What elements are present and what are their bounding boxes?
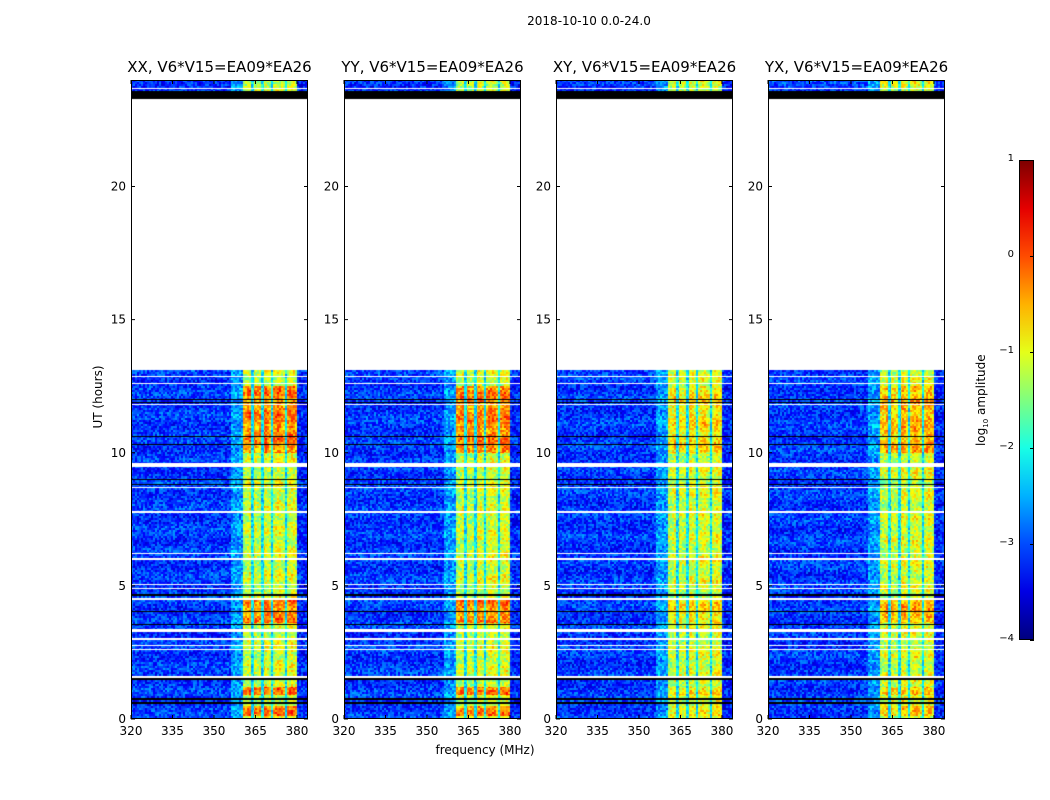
x-tick-label: 380 [922,724,945,738]
y-tick-label: 10 [536,446,551,460]
heatmap-canvas [768,80,945,719]
x-tick-label: 350 [416,724,439,738]
colorbar-tick-label: −1 [999,345,1014,356]
colorbar-tick-label: −4 [999,633,1014,644]
axes-frame [768,80,945,719]
x-tick-label: 365 [881,724,904,738]
axes: 320 335 350 365 380 0 5 10 15 20 [111,80,308,738]
y-tick-label: 20 [324,180,339,194]
x-tick-label: 320 [545,724,568,738]
axes: 320 335 350 365 380 0 5 10 15 20 [536,80,733,738]
x-tick-label: 335 [161,724,184,738]
x-tick-label: 335 [374,724,397,738]
colorbar-tick-label: 1 [1007,153,1014,164]
colorbar-tick-label: 0 [1007,249,1014,260]
y-tick-label: 15 [111,313,126,327]
panel-title: YX, V6*V15=EA09*EA26 [764,58,949,76]
y-tick-label: 0 [331,712,339,726]
x-tick-label: 335 [586,724,609,738]
x-tick-label: 380 [285,724,308,738]
heatmap-panel: 320 335 350 365 380 0 5 10 15 20 [111,80,308,738]
x-tick-label: 320 [120,724,143,738]
colorbar-tick-mark [1030,256,1034,257]
heatmap-canvas [344,80,521,719]
x-tick-label: 320 [333,724,356,738]
axes-frame [131,80,308,719]
y-tick-label: 5 [543,579,551,593]
x-tick-label: 365 [457,724,480,738]
x-tick-label: 320 [757,724,780,738]
y-axis-label: UT (hours) [91,365,105,429]
y-tick-label: 20 [536,180,551,194]
figure-title: 2018-10-10 0.0-24.0 [527,14,651,28]
x-tick-label: 350 [840,724,863,738]
colorbar [1019,160,1034,640]
x-tick-label: 350 [203,724,226,738]
y-tick-label: 15 [536,313,551,327]
x-tick-label: 335 [798,724,821,738]
y-tick-label: 20 [111,180,126,194]
colorbar-tick-mark [1030,352,1034,353]
axes-frame [344,80,521,719]
colorbar-tick-label: −3 [999,537,1014,548]
panel-title: XY, V6*V15=EA09*EA26 [552,58,737,76]
y-tick-label: 5 [331,579,339,593]
axes: 320 335 350 365 380 0 5 10 15 20 [748,80,945,738]
y-tick-label: 20 [748,180,763,194]
colorbar-tick-mark [1030,544,1034,545]
y-tick-label: 5 [755,579,763,593]
heatmap-panel: 320 335 350 365 380 0 5 10 15 20 [324,80,521,738]
colorbar-label-log: log [973,427,988,447]
colorbar-tick-mark [1030,160,1034,161]
colorbar-label-base: 10 [982,418,991,428]
colorbar-tick-mark [1030,640,1034,641]
panel-title: YY, V6*V15=EA09*EA26 [341,58,524,76]
y-tick-label: 10 [324,446,339,460]
colorbar-tick-mark [1030,448,1034,449]
heatmap-canvas [131,80,308,719]
x-tick-label: 365 [244,724,267,738]
heatmap-panel: 320 335 350 365 380 0 5 10 15 20 [536,80,733,738]
x-tick-label: 380 [710,724,733,738]
axes: 320 335 350 365 380 0 5 10 15 20 [324,80,521,738]
y-tick-label: 10 [111,446,126,460]
colorbar-tick-label: −2 [999,441,1014,452]
colorbar-label-rest: amplitude [973,354,988,419]
panel-title: XX, V6*V15=EA09*EA26 [127,58,312,76]
x-tick-label: 380 [498,724,521,738]
y-tick-label: 0 [543,712,551,726]
heatmap-canvas [556,80,733,719]
axes-frame [556,80,733,719]
y-tick-label: 10 [748,446,763,460]
heatmap-panel: 320 335 350 365 380 0 5 10 15 20 [748,80,945,738]
x-tick-label: 350 [628,724,651,738]
y-tick-label: 0 [755,712,763,726]
x-tick-label: 365 [669,724,692,738]
y-tick-label: 5 [118,579,126,593]
x-axis-label: frequency (MHz) [435,743,535,757]
colorbar-label: log10 amplitude [974,340,990,460]
y-tick-label: 15 [324,313,339,327]
y-tick-label: 0 [118,712,126,726]
y-tick-label: 15 [748,313,763,327]
